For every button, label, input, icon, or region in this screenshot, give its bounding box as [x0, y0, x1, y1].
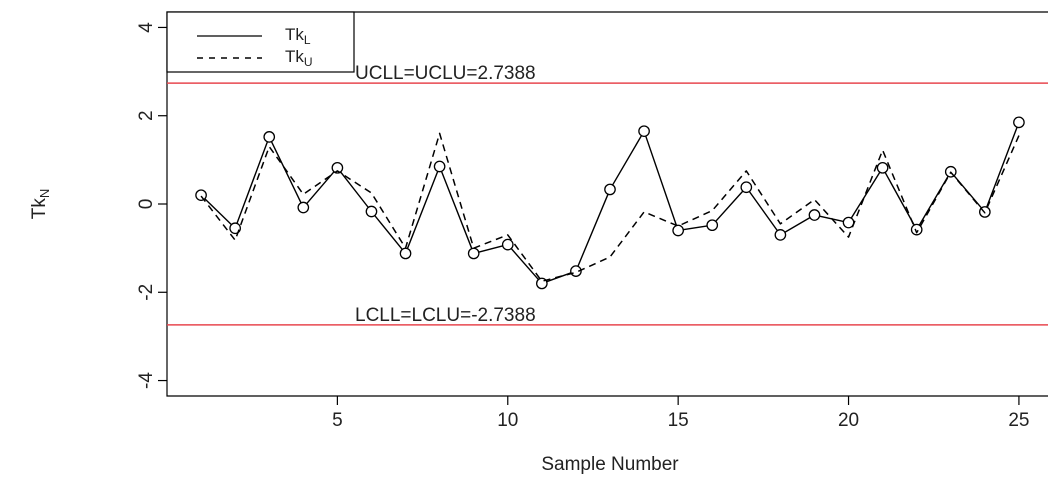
y-axis-title: TkN [29, 189, 52, 220]
x-axis-title: Sample Number [541, 454, 679, 475]
series-line-tkl [200, 122, 1020, 285]
data-point-tkl [501, 238, 514, 251]
data-point-tkl [876, 161, 889, 174]
data-point-tkl [638, 125, 650, 138]
data-point-tkl [774, 229, 787, 241]
data-point-tkl [604, 183, 616, 196]
data-point-tkl [467, 247, 480, 260]
axes: 5 10 15 20 25 -4 -2 0 2 4 [136, 22, 1029, 431]
y-tick-label: -4 [136, 372, 157, 389]
upper-control-limit-label: UCLL=UCLU=2.7388 [355, 63, 536, 84]
data-point-tkl [1013, 116, 1025, 129]
y-tick-label: 2 [136, 110, 157, 121]
legend-label-tkl: TkL [285, 25, 311, 47]
data-point-tkl [910, 223, 923, 236]
legend: TkL TkU [166, 11, 355, 73]
data-point-tkl [808, 209, 821, 221]
legend-box [166, 11, 355, 73]
y-tick-label: 4 [136, 22, 157, 33]
data-point-tkl [706, 219, 719, 232]
control-limits: UCLL=UCLU=2.7388 LCLL=LCLU=-2.7388 [167, 63, 1048, 326]
x-tick-label: 5 [332, 410, 343, 431]
legend-label-tku: TkU [285, 47, 313, 69]
data-point-tkl [195, 189, 207, 202]
data-point-tkl [331, 161, 344, 174]
data-point-tkl [297, 201, 310, 214]
x-tick-label: 25 [1008, 410, 1029, 431]
series-group [195, 116, 1025, 290]
y-tick-label: 0 [136, 199, 157, 210]
data-point-tkl [263, 131, 276, 143]
lower-control-limit-label: LCLL=LCLU=-2.7388 [355, 305, 536, 326]
y-tick-label: -2 [136, 284, 157, 301]
data-point-tkl [399, 247, 412, 260]
data-point-tkl [365, 205, 378, 218]
series-line-tku [200, 132, 1020, 282]
data-point-tkl [433, 160, 446, 173]
data-point-tkl [740, 181, 753, 194]
data-point-tkl [672, 224, 685, 237]
x-tick-label: 20 [838, 410, 859, 431]
x-tick-label: 10 [497, 410, 518, 431]
x-tick-label: 15 [668, 410, 689, 431]
